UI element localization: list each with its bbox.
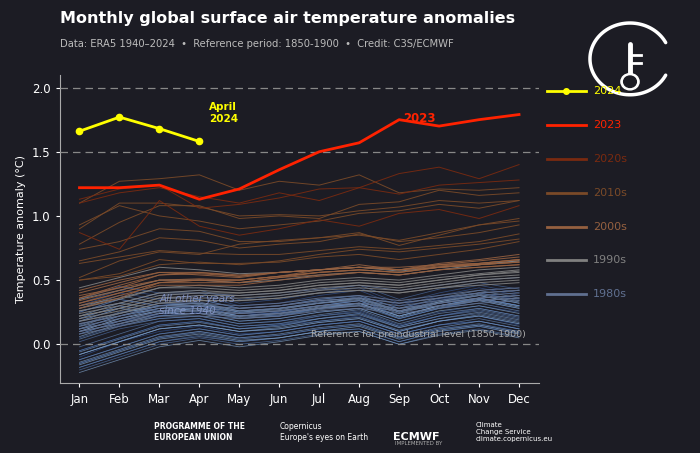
Text: 2023: 2023 (593, 120, 621, 130)
Circle shape (624, 76, 636, 87)
Text: 2024: 2024 (593, 86, 622, 96)
Text: 2023: 2023 (403, 112, 435, 125)
Text: Reference for preindustrial level (1850-1900): Reference for preindustrial level (1850-… (312, 330, 526, 339)
Text: 1980s: 1980s (593, 289, 627, 299)
Text: All other years
since 1940: All other years since 1940 (160, 294, 235, 316)
Text: Data: ERA5 1940–2024  •  Reference period: 1850-1900  •  Credit: C3S/ECMWF: Data: ERA5 1940–2024 • Reference period:… (60, 39, 454, 48)
Text: Monthly global surface air temperature anomalies: Monthly global surface air temperature a… (60, 11, 514, 26)
Text: 1990s: 1990s (593, 255, 627, 265)
Text: ECMWF: ECMWF (393, 432, 440, 442)
Text: Climate
Change Service
climate.copernicus.eu: Climate Change Service climate.copernicu… (476, 422, 553, 442)
Text: 2000s: 2000s (593, 222, 626, 231)
Y-axis label: Temperature anomaly (°C): Temperature anomaly (°C) (16, 155, 27, 303)
Text: April
2024: April 2024 (209, 102, 238, 124)
Text: 2010s: 2010s (593, 188, 626, 198)
Text: 2020s: 2020s (593, 154, 627, 164)
Text: PROGRAMME OF THE
EUROPEAN UNION: PROGRAMME OF THE EUROPEAN UNION (154, 422, 245, 442)
Text: IMPLEMENTED BY: IMPLEMENTED BY (395, 441, 442, 446)
Text: Copernicus
Europe's eyes on Earth: Copernicus Europe's eyes on Earth (280, 422, 368, 442)
Circle shape (621, 73, 639, 90)
